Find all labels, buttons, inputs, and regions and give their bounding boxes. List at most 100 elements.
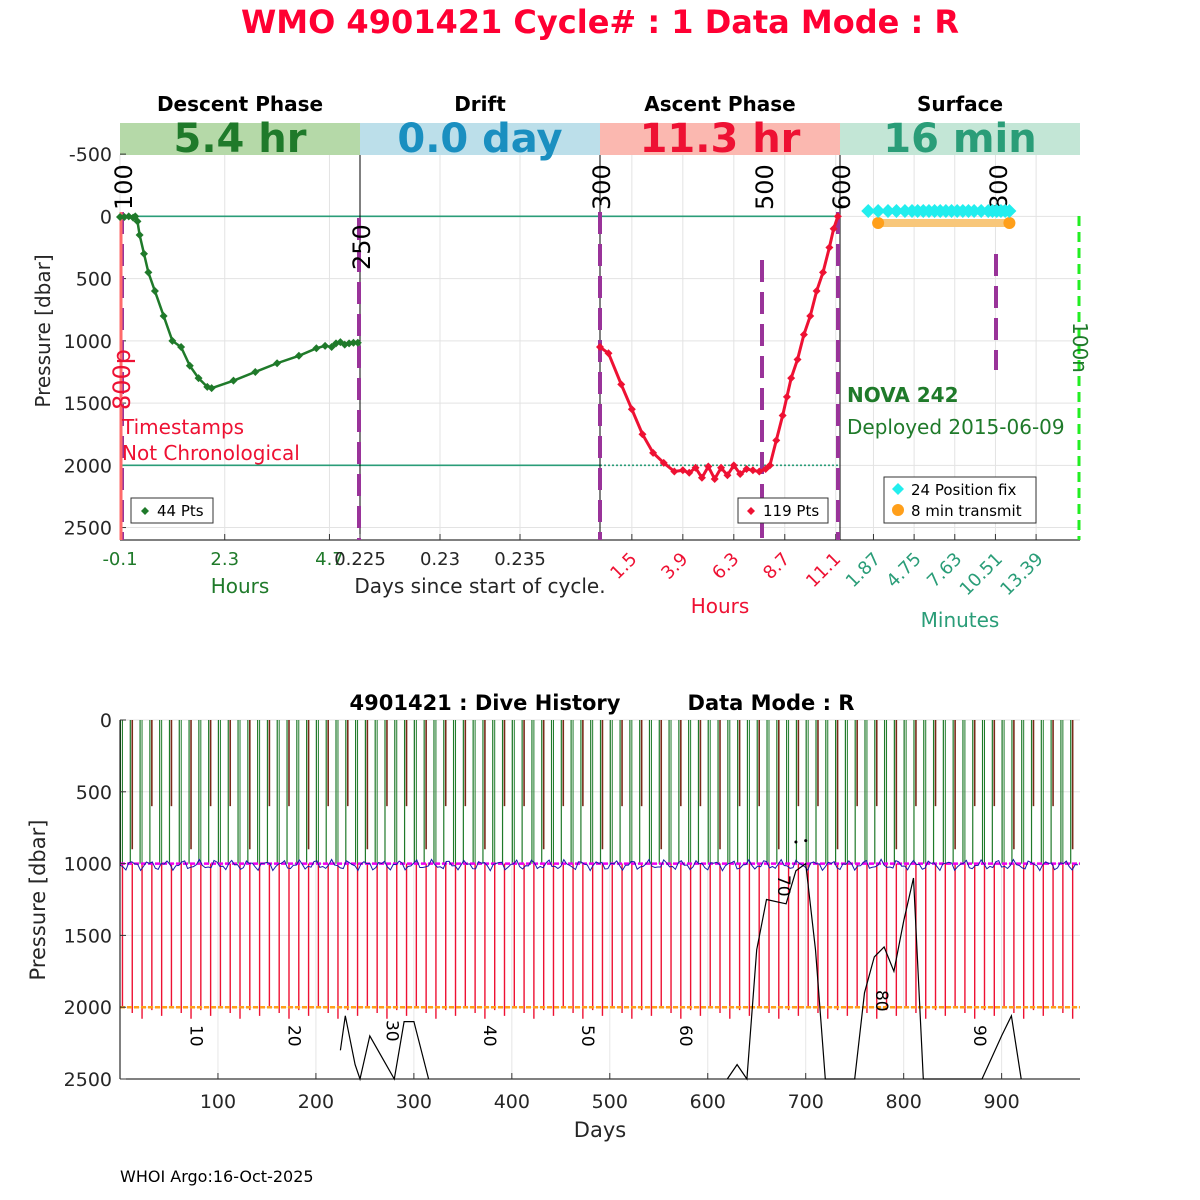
descent-point xyxy=(349,338,358,347)
cycle-number-label: 40 xyxy=(479,1025,499,1047)
x-tick-label: 0.23 xyxy=(420,549,460,570)
ascent-point xyxy=(678,466,687,475)
descent-point xyxy=(168,336,177,345)
ascent-point xyxy=(736,470,745,479)
x-tick-label: 2.3 xyxy=(210,549,239,570)
y-tick-label: 2000 xyxy=(64,455,112,477)
history-y-tick-label: 2000 xyxy=(64,997,112,1019)
ascent-point xyxy=(723,471,732,480)
ascent-point xyxy=(742,465,751,474)
y-tick-label: 0 xyxy=(100,206,112,228)
ascent-x-label: Hours xyxy=(691,594,750,618)
ascent-point xyxy=(812,287,821,296)
surface-x-label: Minutes xyxy=(921,608,1000,632)
drift-rotated-label-0: 250 xyxy=(348,224,376,270)
y-tick-label: 1500 xyxy=(64,393,112,415)
x-tick-label: 11.1 xyxy=(802,549,845,592)
descent-point xyxy=(273,359,282,368)
ascent-point xyxy=(670,467,679,476)
surface-rotated-label-1: 100n xyxy=(1068,322,1092,373)
descent-point xyxy=(321,341,330,350)
position-fix-point xyxy=(974,204,989,218)
position-fix-point xyxy=(897,204,912,218)
phase-band xyxy=(600,123,840,155)
history-x-tick-label: 900 xyxy=(983,1091,1019,1113)
x-tick-label: 1.87 xyxy=(842,549,885,592)
history-y-tick-label: 1500 xyxy=(64,925,112,947)
history-y-tick-label: 2500 xyxy=(64,1069,112,1091)
bathymetry-line xyxy=(726,862,1022,1081)
ascent-point xyxy=(748,466,757,475)
descent-point xyxy=(140,249,148,258)
surface-legend-label-fix: 24 Position fix xyxy=(911,481,1016,499)
surface-legend-box xyxy=(883,476,1037,524)
descent-point xyxy=(312,344,321,353)
ascent-point xyxy=(617,380,626,389)
transmit-point xyxy=(872,217,885,229)
x-tick-label: 1.5 xyxy=(606,549,641,584)
ascent-point xyxy=(799,330,808,339)
float-name: NOVA 242 xyxy=(847,383,959,407)
descent-point xyxy=(185,361,194,370)
ascent-point xyxy=(787,374,796,383)
x-tick-label: 0.225 xyxy=(334,549,386,570)
surface-legend-marker-transmit xyxy=(892,504,904,516)
ascent-point xyxy=(833,212,842,221)
history-x-axis-label: Days xyxy=(574,1118,626,1142)
cycle-number-label: 30 xyxy=(381,1020,401,1042)
position-fix-point xyxy=(967,204,982,218)
descent-point xyxy=(251,367,260,376)
descent-point xyxy=(177,343,186,352)
ascent-point xyxy=(755,467,764,476)
position-fix-point xyxy=(889,204,904,218)
ascent-point xyxy=(778,411,787,420)
descent-point xyxy=(144,268,153,277)
history-x-tick-label: 400 xyxy=(494,1091,530,1113)
ascent-point xyxy=(765,461,774,470)
bathymetry-marker xyxy=(804,839,808,843)
ascent-point xyxy=(717,463,726,472)
dive-history-mode: Data Mode : R xyxy=(688,691,855,715)
ascent-profile-line xyxy=(599,215,840,483)
ascent-point xyxy=(596,343,604,352)
descent-point xyxy=(194,374,203,383)
x-tick-label: 4.75 xyxy=(882,549,925,592)
dive-history-panel: 4901421 : Dive History Data Mode : R 10 20 3… xyxy=(26,691,1080,1142)
ascent-point xyxy=(649,448,658,457)
ascent-rotated-label-0: 300 xyxy=(588,164,616,210)
bathymetry-line xyxy=(339,1015,430,1082)
ascent-legend-marker xyxy=(747,507,755,515)
descent-profile-line xyxy=(120,214,358,390)
phase-header-1: Drift xyxy=(454,92,506,116)
descent-point xyxy=(135,231,144,240)
ascent-point xyxy=(829,224,838,233)
history-y-axis-label: Pressure [dbar] xyxy=(26,820,50,981)
history-y-tick-label: 0 xyxy=(100,710,112,732)
phase-header-2: Ascent Phase xyxy=(644,92,795,116)
cycle-number-label: 50 xyxy=(577,1025,597,1047)
ascent-legend-label: 119 Pts xyxy=(763,502,819,520)
phase-band xyxy=(120,123,360,155)
descent-point xyxy=(327,343,336,352)
ascent-legend-box xyxy=(737,497,829,524)
dive-history-title: 4901421 : Dive History xyxy=(350,691,621,715)
cycle-number-label: 10 xyxy=(185,1025,205,1047)
ascent-point xyxy=(691,463,700,472)
cycle-number-label: 60 xyxy=(675,1025,695,1047)
ascent-rotated-label-2: 600 xyxy=(828,164,856,210)
phase-duration-1: 0.0 day xyxy=(397,116,562,162)
ascent-point xyxy=(782,392,791,401)
phase-band xyxy=(840,123,1080,155)
phase-duration-3: 16 min xyxy=(883,116,1036,162)
x-tick-label: 13.39 xyxy=(996,549,1047,600)
ascent-point xyxy=(659,458,668,467)
park-depth-trace xyxy=(119,858,1079,872)
x-tick-label: 3.9 xyxy=(657,549,692,584)
x-tick-label: 10.51 xyxy=(956,549,1007,600)
position-fix-point xyxy=(881,204,895,218)
phase-header-0: Descent Phase xyxy=(157,92,323,116)
ascent-point xyxy=(697,473,706,482)
x-tick-label: 8.7 xyxy=(759,549,794,584)
